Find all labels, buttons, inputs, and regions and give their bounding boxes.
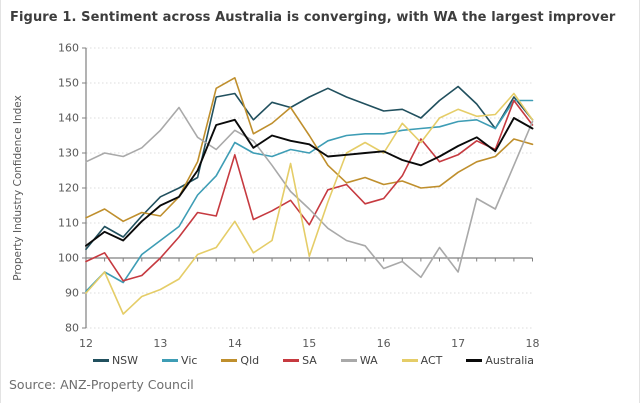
legend-item-australia: Australia: [466, 354, 534, 367]
chart-legend: NSW Vic Qld SA WA ACT Australia: [81, 352, 546, 368]
legend-swatch-qld: [221, 358, 238, 362]
figure-title: Figure 1. Sentiment across Australia is …: [10, 10, 616, 25]
source-text: Source: ANZ-Property Council: [9, 377, 194, 392]
legend-item-act: ACT: [401, 353, 443, 367]
y-tick-label: 100: [58, 252, 79, 265]
series-line-wa: [85, 106, 534, 279]
legend-item-sa: SA: [283, 354, 317, 367]
legend-label-sa: SA: [302, 353, 317, 367]
legend-label-act: ACT: [420, 353, 443, 367]
y-tick-label: 160: [58, 42, 79, 55]
legend-label-australia: Australia: [485, 353, 535, 367]
legend-swatch-australia: [466, 358, 483, 362]
legend-label-vic: Vic: [181, 353, 198, 367]
y-tick-label: 130: [58, 147, 79, 160]
x-tick-label: 16: [377, 337, 391, 350]
x-tick-label: 18: [526, 337, 540, 350]
x-tick-label: 15: [302, 337, 316, 350]
series-line-vic: [85, 99, 534, 293]
legend-label-wa: WA: [359, 353, 378, 367]
legend-item-nsw: NSW: [92, 353, 139, 367]
series-line-act: [85, 92, 534, 315]
legend-item-vic: Vic: [162, 354, 197, 367]
legend-label-nsw: NSW: [111, 353, 139, 367]
legend-item-wa: WA: [340, 353, 378, 367]
series-line-qld: [85, 77, 534, 223]
x-tick-label: 12: [79, 337, 93, 350]
y-tick-label: 90: [65, 287, 79, 300]
legend-swatch-wa: [340, 358, 357, 362]
legend-item-qld: Qld: [221, 354, 259, 367]
y-axis-title: Property Industry Confidence Index: [12, 95, 24, 281]
series-line-australia: [85, 117, 534, 247]
x-tick-label: 17: [451, 337, 465, 350]
x-tick-label: 14: [228, 337, 242, 350]
legend-swatch-act: [401, 358, 418, 362]
y-tick-label: 140: [58, 112, 79, 125]
y-tick-label: 120: [58, 182, 79, 195]
y-tick-label: 150: [58, 77, 79, 90]
series-line-sa: [85, 99, 534, 282]
legend-swatch-nsw: [92, 358, 109, 362]
series-line-nsw: [85, 85, 534, 251]
legend-swatch-vic: [162, 358, 179, 362]
y-tick-label: 110: [58, 217, 79, 230]
x-tick-label: 13: [153, 337, 167, 350]
y-tick-label: 80: [65, 322, 79, 335]
legend-swatch-sa: [283, 358, 300, 362]
legend-label-qld: Qld: [240, 353, 260, 367]
